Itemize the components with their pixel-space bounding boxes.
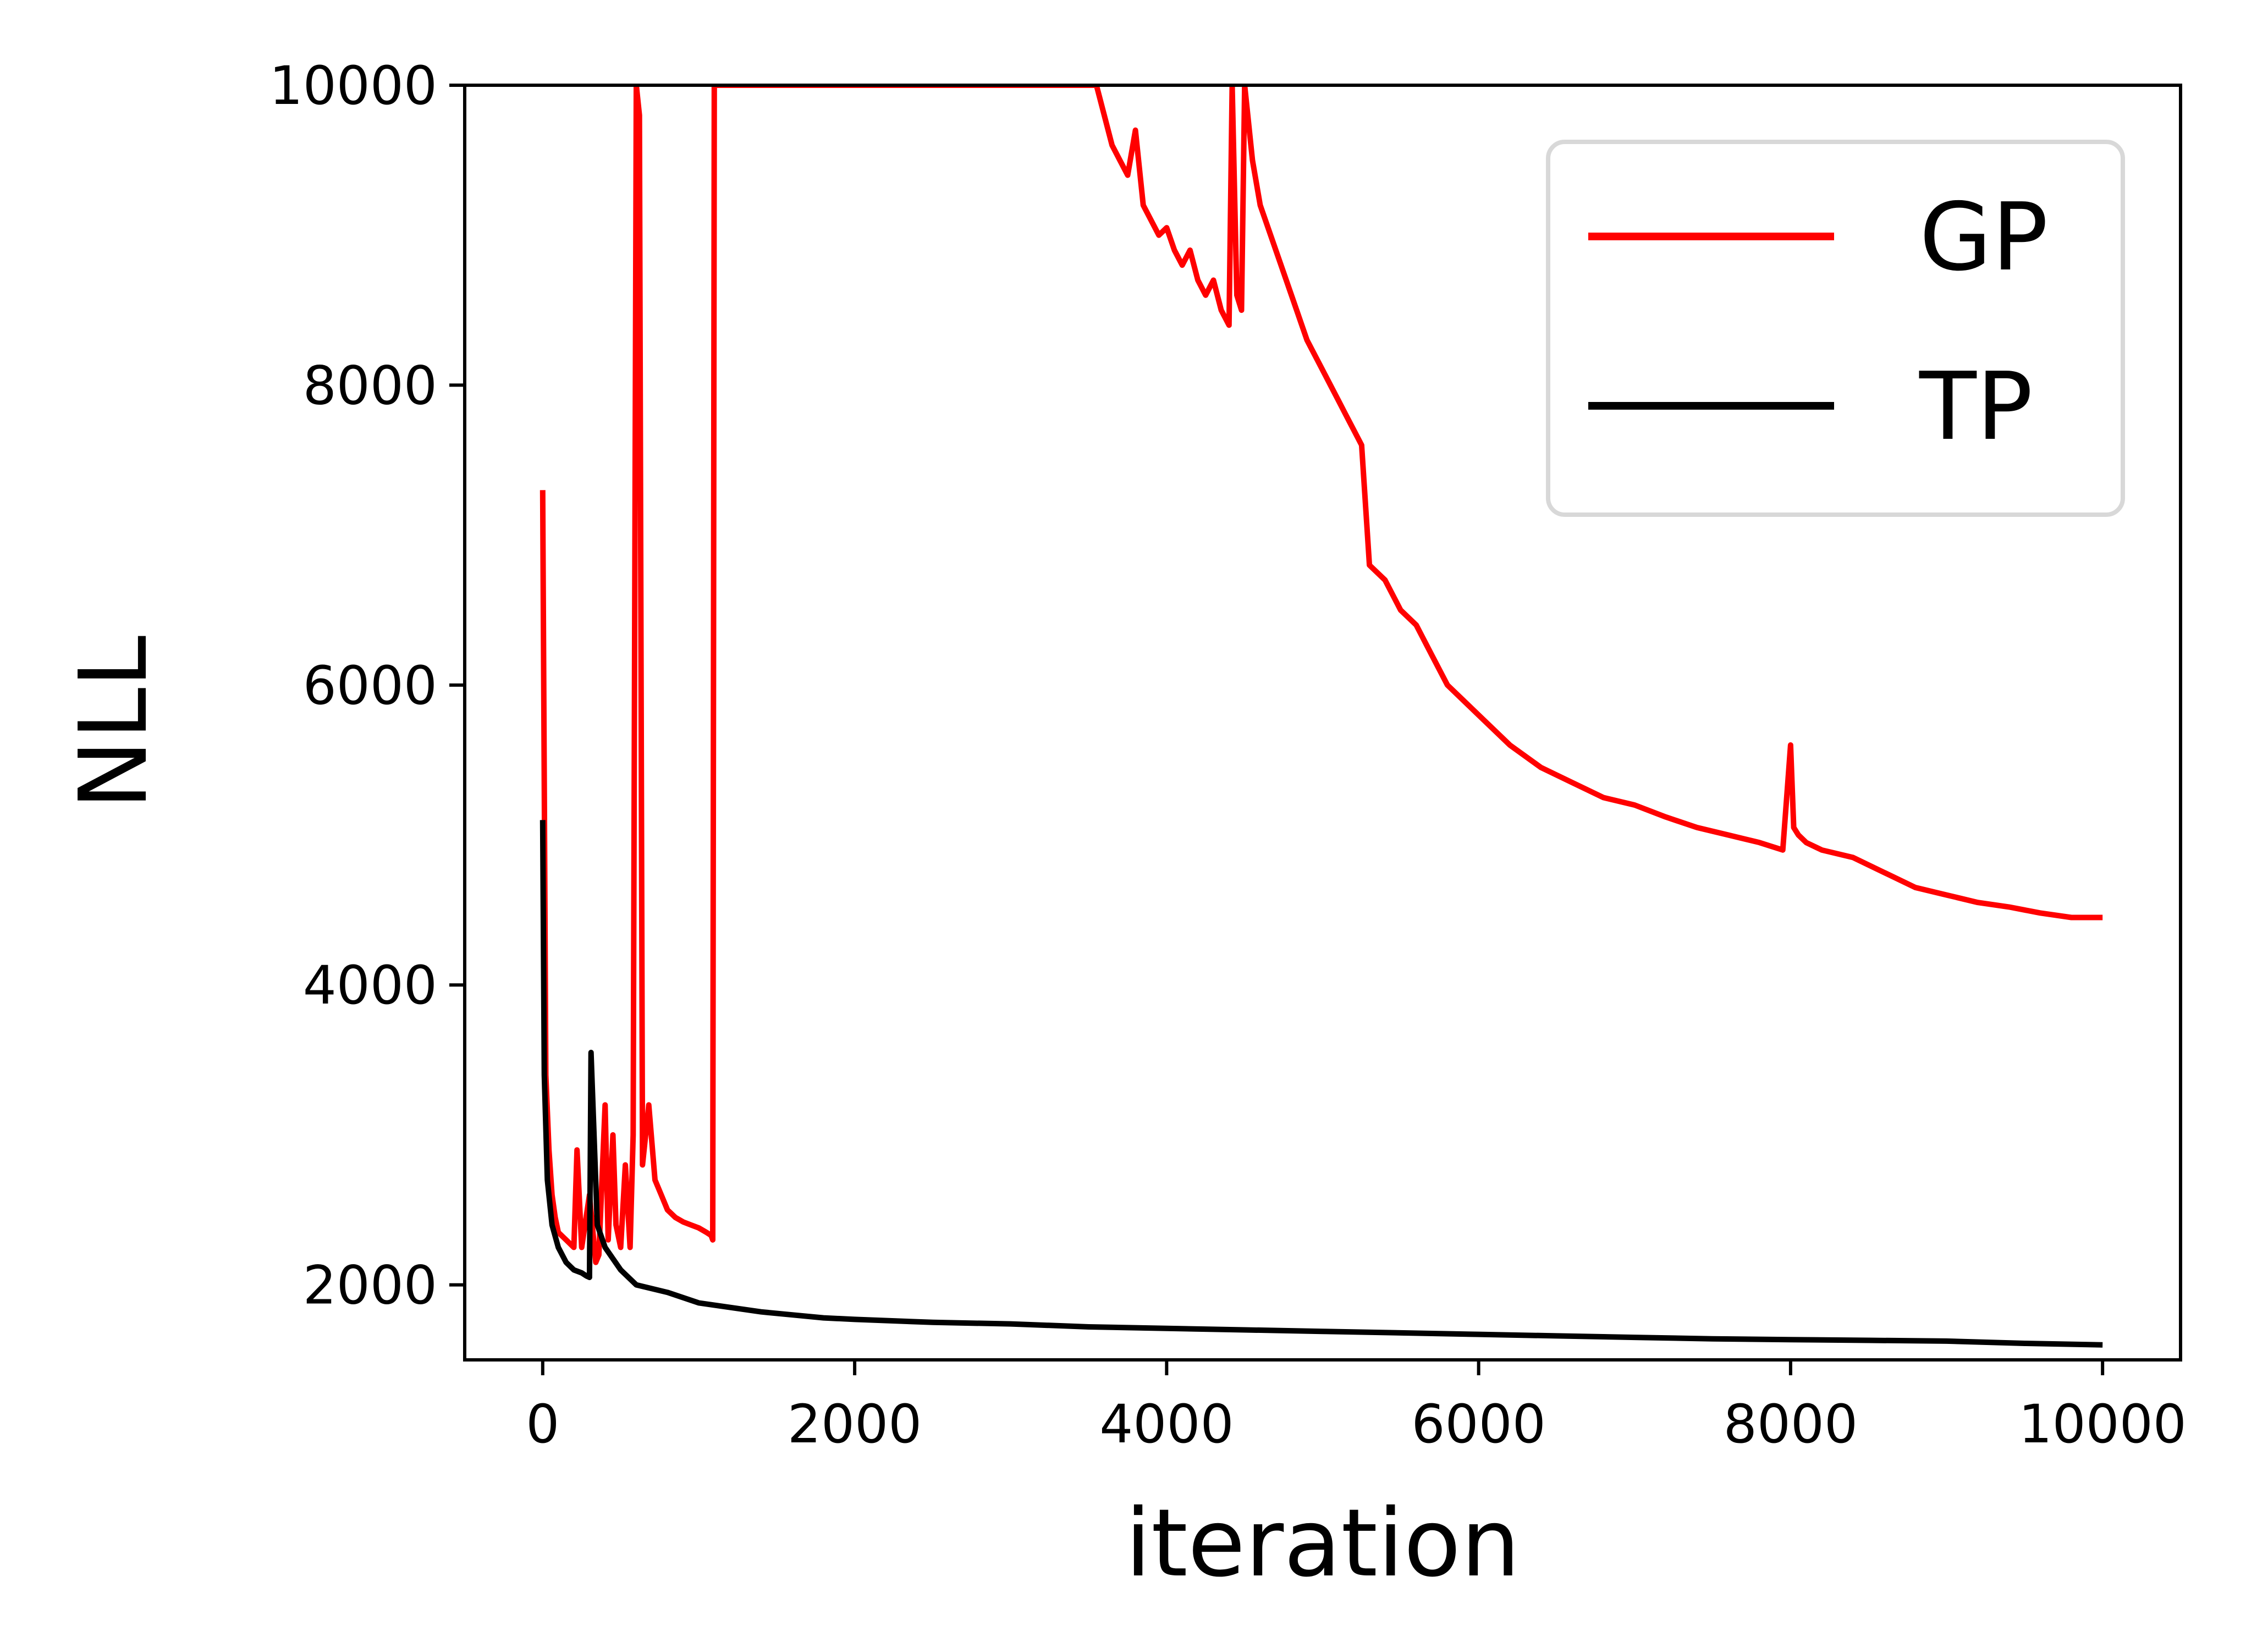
y-tick-label: 2000 (303, 1255, 437, 1316)
x-axis-ticks: 0 2000 4000 6000 8000 10000 (526, 1360, 2187, 1455)
legend: GP TP (1546, 140, 2125, 517)
series-line-gp (540, 85, 2103, 1265)
y-tick-label: 8000 (303, 355, 437, 416)
legend-label-gp: GP (1919, 183, 2048, 292)
y-axis-title: NLL (59, 636, 168, 810)
series-line-tp (540, 820, 2103, 1348)
legend-label-tp: TP (1919, 352, 2033, 461)
series-layer (540, 85, 2103, 1348)
y-axis-ticks: 2000 4000 6000 8000 10000 (269, 55, 465, 1316)
y-tick-label: 6000 (303, 655, 437, 716)
x-tick-label: 10000 (2018, 1393, 2186, 1455)
x-tick-label: 2000 (788, 1393, 922, 1455)
y-tick-label: 10000 (269, 55, 437, 117)
x-tick-label: 0 (526, 1393, 559, 1455)
plot-frame (463, 84, 2182, 1362)
x-tick-label: 6000 (1411, 1393, 1545, 1455)
x-tick-label: 8000 (1724, 1393, 1858, 1455)
y-tick-label: 4000 (303, 955, 437, 1016)
x-tick-label: 4000 (1099, 1393, 1234, 1455)
x-axis-title: iteration (1125, 1489, 1520, 1598)
